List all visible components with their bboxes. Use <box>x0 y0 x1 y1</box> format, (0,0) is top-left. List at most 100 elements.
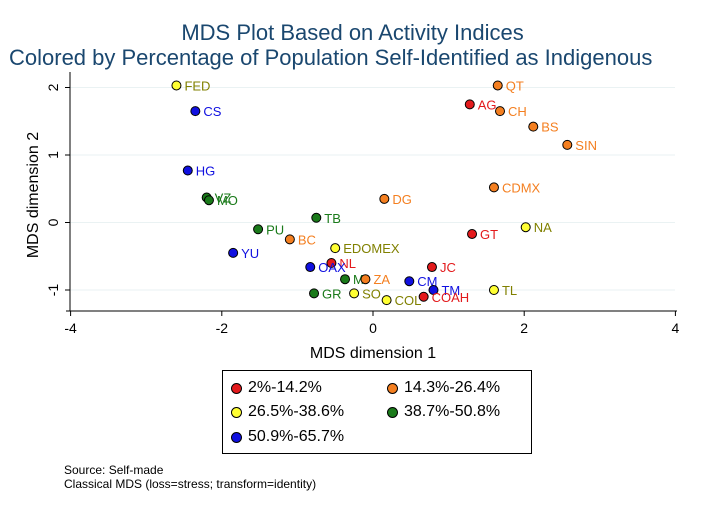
grid-lines <box>70 87 675 291</box>
axes: -4 -2 0 2 4 -1 0 1 2 <box>45 72 680 336</box>
data-point-marker <box>360 274 371 285</box>
legend-marker <box>231 406 242 418</box>
data-point-label: GR <box>322 286 342 301</box>
data-point-label: SIN <box>575 138 597 153</box>
data-point: FED <box>171 78 210 93</box>
data-point: TL <box>488 283 517 298</box>
legend-marker <box>387 406 398 418</box>
data-point-marker <box>203 195 214 206</box>
data-point-label: FED <box>184 78 210 93</box>
data-point-label: HG <box>196 164 216 179</box>
legend-item-group-3: 26.5%-38.6% <box>231 403 344 421</box>
y-axis-label: MDS dimension 2 <box>25 132 42 258</box>
data-point: TB <box>311 211 341 226</box>
data-point-label: CS <box>203 104 221 119</box>
data-point-label: TB <box>324 211 341 226</box>
data-point: QT <box>492 78 524 93</box>
chart-subtitle: Colored by Percentage of Population Self… <box>9 45 653 70</box>
data-point-label: GT <box>480 227 498 242</box>
data-point-marker <box>228 247 239 258</box>
data-point: DG <box>379 192 412 207</box>
data-point-marker <box>426 262 437 273</box>
legend-item-group-1: 2%-14.2% <box>231 379 322 397</box>
data-point-label: COAH <box>432 290 470 305</box>
data-point-label: BS <box>541 120 559 135</box>
legend-marker <box>231 382 242 394</box>
data-point-marker <box>520 222 531 233</box>
data-point: NL <box>326 256 356 271</box>
data-point-marker <box>528 121 539 132</box>
data-point-label: MO <box>217 193 238 208</box>
chart-title: MDS Plot Based on Activity Indices <box>181 20 524 45</box>
legend-label: 14.3%-26.4% <box>404 379 501 396</box>
legend: 2%-14.2% 14.3%-26.4% 26.5%-38.6% 38.7%-5… <box>222 370 532 454</box>
data-point-marker <box>379 193 390 204</box>
data-point-label: TM <box>441 283 460 298</box>
data-point-label: PU <box>266 222 284 237</box>
data-point: PU <box>253 222 284 237</box>
data-point-label: COL <box>395 293 422 308</box>
data-point-marker <box>326 258 337 268</box>
data-point-label: AG <box>478 97 497 112</box>
data-point-marker <box>349 288 360 299</box>
data-point-marker <box>464 99 475 110</box>
data-point-marker <box>311 212 322 223</box>
data-point: GT <box>467 227 498 242</box>
data-point-marker <box>495 106 506 117</box>
data-point-marker <box>381 295 392 306</box>
data-point-label: ZA <box>373 272 390 287</box>
data-point-marker <box>253 224 264 235</box>
data-point: JC <box>426 260 456 275</box>
data-point: GR <box>309 286 342 301</box>
data-point-label: YU <box>241 246 259 261</box>
data-point: CDMX <box>488 180 541 195</box>
data-point-label: NL <box>339 256 356 271</box>
data-point-marker <box>428 285 439 295</box>
data-point: COAH <box>418 290 470 305</box>
data-point-label: TL <box>502 283 517 298</box>
data-point-marker <box>305 262 316 273</box>
data-point: BC <box>284 232 316 247</box>
data-point: BS <box>528 120 559 135</box>
data-point-label: QT <box>506 78 524 93</box>
data-point: EDOMEX <box>330 241 400 256</box>
legend-item-group-2: 14.3%-26.4% <box>387 379 500 397</box>
legend-item-group-5: 50.9%-65.7% <box>231 428 344 446</box>
data-point: NA <box>520 220 552 235</box>
data-point: CS <box>190 104 222 119</box>
data-point: YU <box>228 246 259 261</box>
source-note: Source: Self-made <box>64 463 164 477</box>
x-tick-label: 0 <box>369 320 377 336</box>
data-point-label: BC <box>298 232 316 247</box>
data-point: HG <box>182 164 216 179</box>
legend-item-group-4: 38.7%-50.8% <box>387 403 500 421</box>
method-note: Classical MDS (loss=stress; transform=id… <box>64 477 317 491</box>
data-point-marker <box>418 291 429 302</box>
legend-label: 38.7%-50.8% <box>404 403 501 420</box>
data-point-label: SO <box>362 286 381 301</box>
data-point: COL <box>381 293 422 308</box>
data-point: SIN <box>562 138 597 153</box>
data-point-marker <box>309 288 320 299</box>
data-point-marker <box>492 80 503 91</box>
data-point-label: NA <box>534 220 552 235</box>
data-point-label: JC <box>440 260 456 275</box>
data-point-marker <box>488 285 499 295</box>
legend-label: 2%-14.2% <box>248 379 322 396</box>
y-tick-label: 2 <box>45 83 61 91</box>
data-point: SO <box>349 286 381 301</box>
data-point-marker <box>562 139 573 150</box>
data-point: CH <box>495 104 527 119</box>
x-tick-label: 4 <box>672 320 680 336</box>
y-tick-label: 1 <box>45 151 61 159</box>
data-point: TM <box>428 283 460 298</box>
data-point-marker <box>488 182 499 193</box>
data-point-marker <box>404 276 415 287</box>
legend-marker <box>387 382 398 394</box>
data-point-marker <box>467 228 478 239</box>
data-point-marker <box>190 106 201 117</box>
x-tick-label: 2 <box>520 320 528 336</box>
data-point-marker <box>171 80 182 91</box>
data-point: AG <box>464 97 497 112</box>
